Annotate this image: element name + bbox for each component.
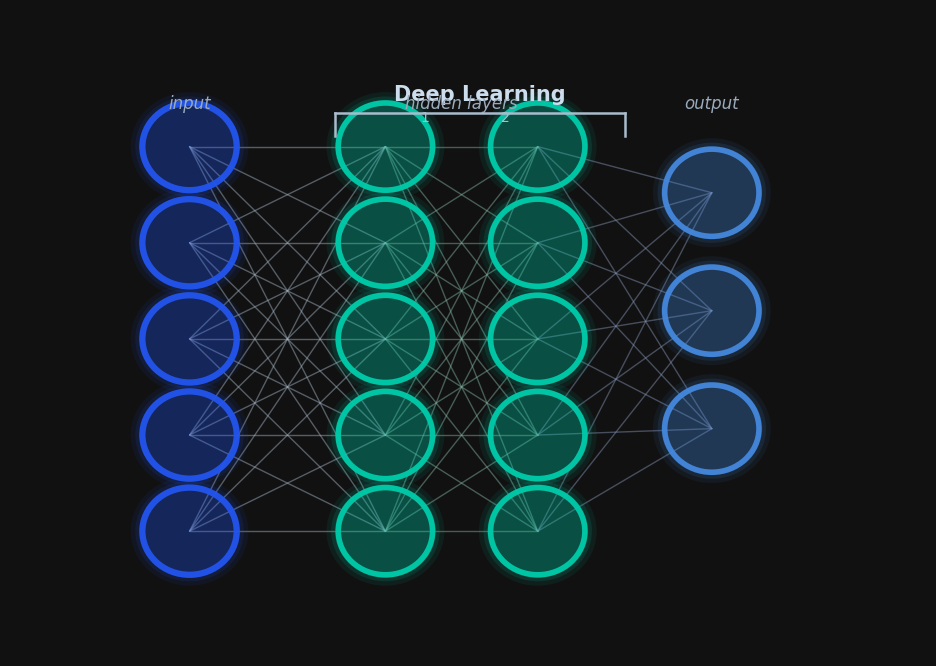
Ellipse shape	[331, 97, 440, 196]
Ellipse shape	[653, 139, 770, 247]
Ellipse shape	[327, 477, 445, 585]
Ellipse shape	[139, 196, 240, 290]
Ellipse shape	[139, 292, 240, 386]
Ellipse shape	[136, 481, 243, 581]
Ellipse shape	[484, 289, 592, 389]
Ellipse shape	[131, 477, 248, 585]
Ellipse shape	[136, 289, 243, 389]
Ellipse shape	[331, 385, 440, 485]
Ellipse shape	[479, 477, 596, 585]
Ellipse shape	[136, 97, 243, 196]
Ellipse shape	[662, 264, 762, 358]
Text: output: output	[684, 95, 739, 113]
Ellipse shape	[139, 485, 240, 578]
Text: hidden layers: hidden layers	[405, 95, 518, 113]
Ellipse shape	[658, 378, 766, 479]
Ellipse shape	[479, 92, 596, 201]
Ellipse shape	[662, 382, 762, 476]
Ellipse shape	[139, 100, 240, 193]
Ellipse shape	[335, 388, 436, 482]
Ellipse shape	[131, 284, 248, 394]
Ellipse shape	[484, 385, 592, 485]
Ellipse shape	[136, 192, 243, 293]
Ellipse shape	[484, 192, 592, 293]
Ellipse shape	[488, 388, 588, 482]
Ellipse shape	[484, 97, 592, 196]
Ellipse shape	[653, 374, 770, 483]
Ellipse shape	[331, 289, 440, 389]
Ellipse shape	[335, 196, 436, 290]
Ellipse shape	[484, 481, 592, 581]
Ellipse shape	[479, 188, 596, 297]
Ellipse shape	[131, 380, 248, 490]
Ellipse shape	[331, 192, 440, 293]
Ellipse shape	[327, 380, 445, 490]
Ellipse shape	[662, 146, 762, 239]
Ellipse shape	[653, 256, 770, 365]
Ellipse shape	[331, 481, 440, 581]
Ellipse shape	[335, 485, 436, 578]
Ellipse shape	[327, 188, 445, 297]
Ellipse shape	[131, 188, 248, 297]
Ellipse shape	[488, 485, 588, 578]
Ellipse shape	[335, 292, 436, 386]
Ellipse shape	[479, 380, 596, 490]
Ellipse shape	[488, 292, 588, 386]
Ellipse shape	[658, 260, 766, 361]
Text: 2: 2	[501, 111, 509, 125]
Ellipse shape	[139, 388, 240, 482]
Text: input: input	[168, 95, 211, 113]
Ellipse shape	[327, 92, 445, 201]
Ellipse shape	[479, 284, 596, 394]
Ellipse shape	[327, 284, 445, 394]
Text: Deep Learning: Deep Learning	[394, 85, 565, 105]
Ellipse shape	[488, 100, 588, 193]
Ellipse shape	[488, 196, 588, 290]
Ellipse shape	[335, 100, 436, 193]
Ellipse shape	[131, 92, 248, 201]
Ellipse shape	[136, 385, 243, 485]
Ellipse shape	[658, 143, 766, 243]
Text: 1: 1	[421, 111, 430, 125]
